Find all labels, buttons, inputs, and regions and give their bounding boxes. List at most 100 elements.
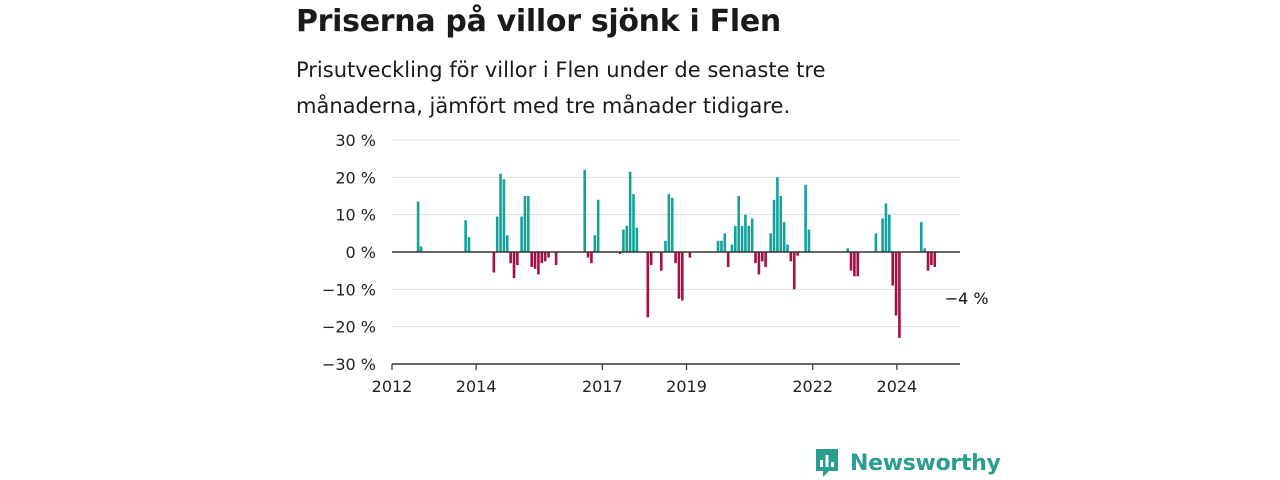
bar (760, 252, 764, 262)
x-tick-label: 2019 (666, 377, 707, 396)
bar (919, 222, 923, 252)
bar (930, 252, 933, 266)
bar (419, 246, 423, 252)
bar (659, 252, 663, 271)
chart-title: Priserna på villor sjönk i Flen (296, 4, 781, 39)
bar (764, 252, 767, 267)
bar (884, 203, 888, 252)
bar (757, 252, 761, 275)
bar (734, 225, 737, 252)
bar (632, 194, 635, 252)
newsworthy-logo: Newsworthy (814, 446, 1001, 480)
latest-value-annotation: −4 % (945, 289, 989, 308)
bar (464, 220, 467, 252)
bar (492, 252, 496, 273)
bar (625, 225, 629, 252)
bar (681, 252, 684, 301)
y-tick-label: −10 % (322, 280, 376, 299)
bar (416, 201, 420, 252)
newsworthy-logo-text: Newsworthy (850, 450, 1001, 476)
bar (782, 222, 786, 252)
y-tick-label: 0 % (346, 243, 376, 262)
bar (898, 252, 901, 338)
bar (499, 173, 502, 252)
bar (856, 252, 860, 277)
bar (933, 252, 937, 267)
x-tick-label: 2012 (372, 377, 413, 396)
bar (849, 252, 853, 271)
bar (804, 184, 807, 252)
bar (737, 196, 740, 252)
bar (547, 252, 550, 258)
bar (776, 177, 779, 252)
bar (667, 194, 671, 252)
bar (779, 196, 783, 252)
bar (537, 252, 540, 275)
bar (853, 252, 856, 277)
bar (664, 240, 667, 252)
bar (846, 248, 849, 252)
bar (747, 225, 751, 252)
bar (723, 233, 727, 252)
bars (416, 169, 937, 338)
bar (796, 252, 799, 256)
bar (495, 216, 499, 252)
bar (635, 227, 639, 252)
bar (554, 252, 558, 266)
bar (786, 244, 789, 252)
bar (677, 252, 681, 299)
x-tick-label: 2014 (456, 377, 497, 396)
bar (509, 252, 512, 264)
bar (649, 252, 653, 266)
bar (523, 196, 527, 252)
bar (792, 252, 796, 290)
bar (618, 252, 622, 254)
bar (754, 252, 757, 264)
y-tick-label: 20 % (335, 168, 376, 187)
y-tick-label: −30 % (322, 355, 376, 374)
bar (622, 229, 625, 252)
bar (923, 248, 926, 252)
bar (674, 252, 677, 264)
bar (540, 252, 544, 264)
bar (628, 171, 632, 252)
bar (533, 252, 537, 269)
bar (730, 244, 734, 252)
bar (726, 252, 730, 267)
gridlines (392, 139, 960, 328)
bar (789, 252, 793, 262)
x-tick-label: 2017 (582, 377, 623, 396)
bar (807, 229, 811, 252)
bar (502, 179, 506, 252)
bar (874, 233, 878, 252)
bar (769, 233, 772, 252)
bar (505, 235, 509, 252)
newsworthy-logo-icon (816, 449, 838, 477)
bar (670, 197, 674, 252)
bar (740, 225, 744, 252)
bar (516, 252, 519, 266)
bar (586, 252, 590, 258)
bar (688, 252, 692, 258)
bar (596, 199, 600, 252)
y-tick-label: 30 % (335, 131, 376, 150)
bar (888, 214, 891, 252)
bar (530, 252, 533, 267)
y-tick-label: −20 % (322, 318, 376, 337)
bar (543, 252, 547, 262)
bar (520, 216, 523, 252)
bar (716, 240, 720, 252)
bar (467, 237, 471, 252)
bar (593, 235, 597, 252)
chart-subtitle: Prisutveckling för villor i Flen under d… (296, 58, 826, 118)
bar (583, 169, 586, 252)
bar (720, 240, 723, 252)
bar (590, 252, 593, 264)
bar (881, 218, 884, 252)
x-tick-label: 2024 (877, 377, 918, 396)
x-tick-label: 2022 (792, 377, 833, 396)
bar (512, 252, 516, 279)
tick-labels: 30 % 20 % 10 % 0 % −10 % −20 % −30 % 2012 2014 20… (322, 131, 989, 396)
bar (894, 252, 898, 316)
